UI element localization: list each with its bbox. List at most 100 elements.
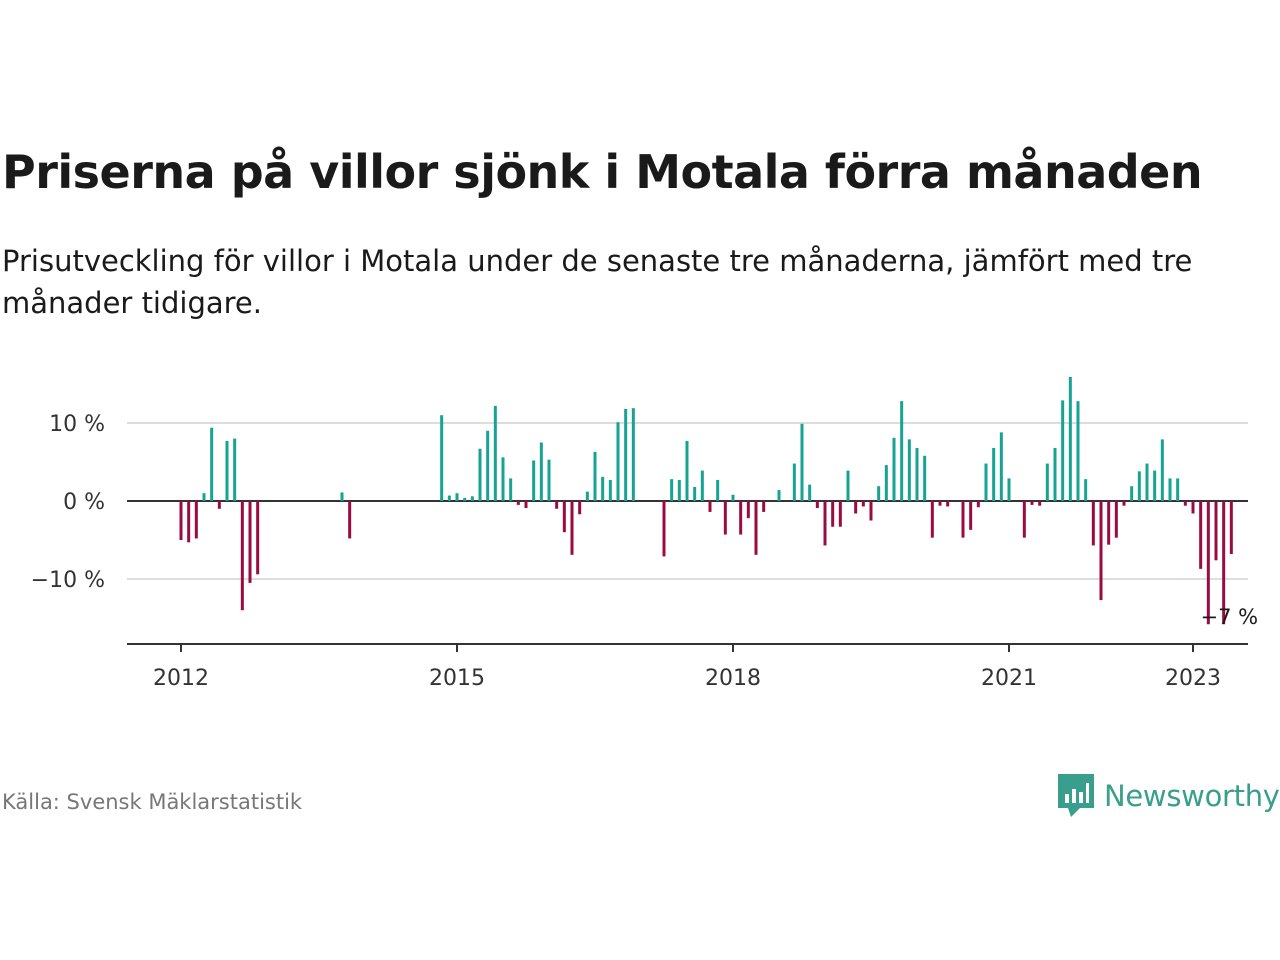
bar <box>1053 447 1057 501</box>
bar <box>1045 463 1049 501</box>
bar-chart: 10 % 0 % −10 % 2012 2015 2018 2021 2023 −7 % <box>31 376 1258 691</box>
bar <box>838 501 842 527</box>
bar <box>616 422 620 501</box>
bar <box>777 490 781 501</box>
brand-name: Newsworthy <box>1104 779 1280 813</box>
bar <box>792 463 796 501</box>
bar <box>1145 463 1149 501</box>
bar <box>677 479 681 501</box>
bar <box>1022 501 1026 538</box>
chart-title: Priserna på villor sjönk i Motala förra … <box>2 145 1203 199</box>
bar <box>815 501 819 509</box>
bar <box>1038 501 1042 506</box>
bar <box>861 501 865 507</box>
bar <box>1130 486 1134 501</box>
bar <box>1153 470 1157 501</box>
bar <box>486 430 490 501</box>
bar <box>463 497 467 501</box>
bar <box>754 501 758 555</box>
x-tick-label: 2012 <box>153 666 209 691</box>
bar <box>961 501 965 538</box>
bar <box>179 501 183 540</box>
bar <box>340 492 344 501</box>
bar <box>670 479 674 501</box>
bar <box>1214 501 1218 561</box>
bar <box>1030 501 1034 505</box>
bar <box>1183 501 1187 506</box>
chart-subtitle: Prisutveckling för villor i Motala under… <box>2 244 1193 320</box>
bar <box>984 463 988 501</box>
bar <box>532 460 536 501</box>
bar <box>869 501 873 521</box>
bar <box>1168 478 1172 501</box>
x-axis: 2012 2015 2018 2021 2023 <box>127 643 1248 691</box>
bar <box>915 447 919 501</box>
bar <box>1191 501 1195 514</box>
bar <box>1107 501 1111 545</box>
brand-logo[interactable]: Newsworthy <box>1058 774 1280 818</box>
bar <box>731 494 735 501</box>
bar <box>831 501 835 527</box>
bar <box>608 479 612 501</box>
y-tick-label: 0 % <box>63 490 105 515</box>
bar <box>1137 471 1141 501</box>
bar <box>1122 501 1126 506</box>
bar <box>1068 376 1072 501</box>
bar <box>516 501 520 505</box>
bar <box>1114 501 1118 538</box>
source-note: Källa: Svensk Mäklarstatistik <box>2 790 303 814</box>
bar <box>601 476 605 501</box>
bar <box>248 501 252 583</box>
bar <box>854 501 858 514</box>
bar <box>585 491 589 501</box>
bar <box>555 501 559 509</box>
newsworthy-logo-icon <box>1058 774 1094 817</box>
bar <box>217 501 221 509</box>
bar <box>800 423 804 501</box>
y-tick-label: −10 % <box>31 568 105 593</box>
bar <box>1160 439 1164 501</box>
bar <box>976 501 980 508</box>
bar <box>877 486 881 501</box>
bar <box>187 501 191 543</box>
bar <box>946 501 950 507</box>
bar <box>509 478 513 501</box>
bar <box>225 440 229 501</box>
bar <box>1076 401 1080 501</box>
bar <box>202 493 206 501</box>
bar <box>1084 479 1088 501</box>
bar <box>240 501 244 611</box>
bar <box>478 448 482 501</box>
bar <box>256 501 260 575</box>
x-tick-label: 2015 <box>429 666 485 691</box>
bar <box>892 437 896 501</box>
bar <box>524 501 528 509</box>
y-axis-ticks: 10 % 0 % −10 % <box>31 412 105 593</box>
bar <box>624 408 628 501</box>
bar <box>1091 501 1095 546</box>
bar <box>923 455 927 501</box>
bar <box>930 501 934 538</box>
bar <box>1199 501 1203 569</box>
bar <box>884 465 888 501</box>
bar <box>662 501 666 557</box>
bar <box>447 495 451 501</box>
bar <box>1176 478 1180 501</box>
bar <box>716 479 720 501</box>
bar <box>501 457 505 501</box>
bar <box>723 501 727 535</box>
bar <box>455 493 459 501</box>
bar <box>1229 501 1233 555</box>
bar <box>823 501 827 546</box>
y-tick-label: 10 % <box>49 412 105 437</box>
bar <box>900 401 904 501</box>
bar <box>348 501 352 539</box>
bar <box>210 427 214 501</box>
bar <box>1206 501 1210 625</box>
bar <box>1007 478 1011 501</box>
bar <box>746 501 750 519</box>
bar <box>470 496 474 501</box>
bar <box>708 501 712 512</box>
bar <box>808 484 812 501</box>
x-tick-label: 2018 <box>705 666 761 691</box>
